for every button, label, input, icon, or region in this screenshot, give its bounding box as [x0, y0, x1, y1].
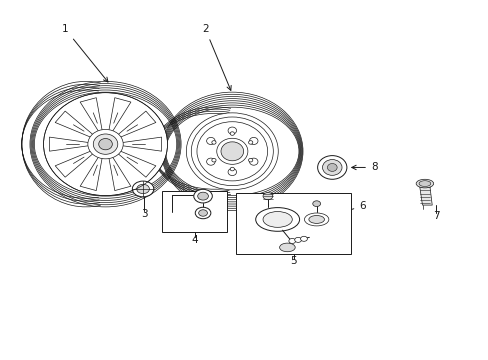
- Text: 1: 1: [62, 24, 108, 82]
- Ellipse shape: [230, 167, 234, 171]
- Polygon shape: [55, 150, 95, 177]
- Ellipse shape: [312, 201, 320, 207]
- Polygon shape: [80, 98, 102, 134]
- Ellipse shape: [227, 127, 236, 134]
- Ellipse shape: [230, 132, 234, 135]
- Text: 3: 3: [141, 209, 147, 219]
- Text: 2: 2: [202, 24, 231, 90]
- Ellipse shape: [308, 216, 324, 224]
- Ellipse shape: [195, 207, 210, 219]
- Ellipse shape: [263, 193, 272, 200]
- Text: 8: 8: [351, 162, 377, 172]
- Ellipse shape: [317, 156, 346, 179]
- Polygon shape: [419, 185, 431, 205]
- Ellipse shape: [288, 238, 295, 243]
- Text: 6: 6: [298, 201, 365, 228]
- Ellipse shape: [249, 158, 258, 165]
- Ellipse shape: [93, 134, 118, 154]
- Polygon shape: [116, 150, 156, 177]
- Ellipse shape: [193, 189, 212, 203]
- Polygon shape: [55, 111, 95, 139]
- Ellipse shape: [191, 117, 273, 186]
- Bar: [236, 193, 350, 253]
- Ellipse shape: [197, 122, 267, 181]
- Ellipse shape: [186, 113, 278, 190]
- Ellipse shape: [198, 210, 207, 216]
- Text: 7: 7: [432, 211, 439, 221]
- Ellipse shape: [294, 237, 301, 242]
- Polygon shape: [119, 137, 161, 151]
- Ellipse shape: [418, 181, 430, 186]
- Polygon shape: [49, 137, 92, 151]
- Text: 5: 5: [289, 256, 296, 266]
- Ellipse shape: [211, 141, 216, 144]
- Ellipse shape: [263, 212, 292, 227]
- Ellipse shape: [137, 184, 149, 194]
- Ellipse shape: [327, 163, 336, 171]
- Ellipse shape: [279, 243, 295, 252]
- Ellipse shape: [249, 138, 258, 144]
- Ellipse shape: [221, 142, 243, 161]
- Ellipse shape: [88, 130, 123, 159]
- Text: 4: 4: [191, 235, 198, 245]
- Polygon shape: [108, 154, 131, 190]
- Ellipse shape: [304, 213, 328, 226]
- Ellipse shape: [99, 139, 112, 150]
- Polygon shape: [108, 98, 131, 134]
- Ellipse shape: [132, 181, 154, 197]
- Ellipse shape: [255, 208, 299, 231]
- Polygon shape: [116, 111, 156, 139]
- Ellipse shape: [197, 192, 208, 200]
- Ellipse shape: [216, 138, 247, 164]
- Ellipse shape: [206, 138, 215, 144]
- Ellipse shape: [415, 179, 433, 188]
- Ellipse shape: [227, 168, 236, 176]
- Ellipse shape: [322, 159, 341, 175]
- Ellipse shape: [43, 93, 167, 195]
- Ellipse shape: [300, 236, 307, 241]
- Ellipse shape: [211, 158, 216, 162]
- Ellipse shape: [248, 141, 252, 144]
- Ellipse shape: [206, 158, 215, 165]
- Ellipse shape: [248, 158, 252, 162]
- Polygon shape: [80, 154, 102, 190]
- Bar: [161, 191, 227, 232]
